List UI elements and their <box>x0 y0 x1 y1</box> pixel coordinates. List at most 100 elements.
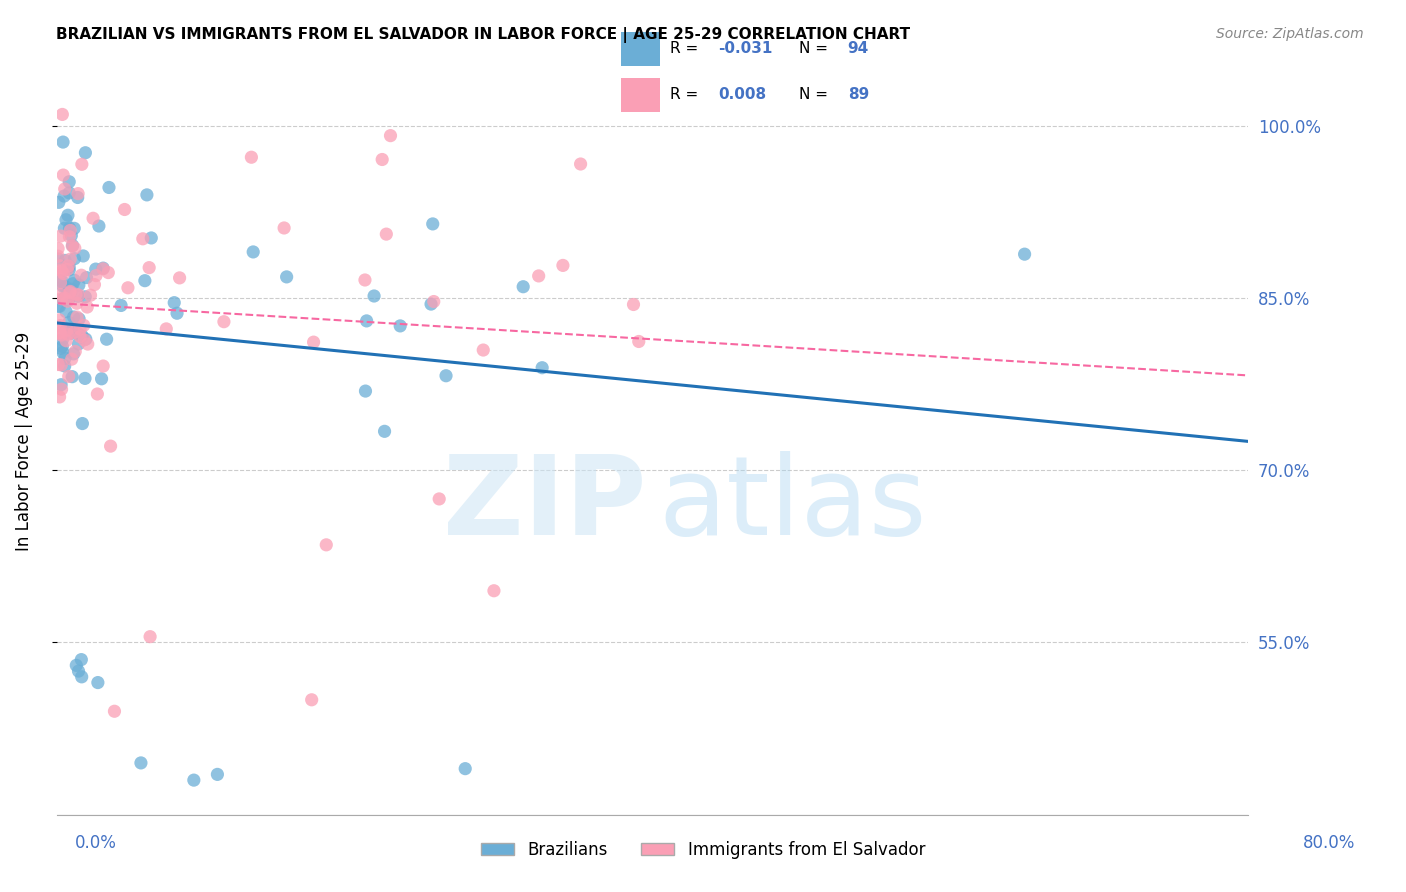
Point <box>166 306 188 320</box>
Point <box>56 208 79 222</box>
Point <box>58 221 80 235</box>
Point <box>63 221 86 235</box>
Point <box>84 268 107 283</box>
Point <box>422 217 444 231</box>
Point <box>53 351 76 366</box>
Point <box>380 128 402 143</box>
Point <box>1014 247 1036 261</box>
Point <box>134 274 156 288</box>
Point <box>60 326 83 341</box>
Point <box>98 180 121 194</box>
Text: 89: 89 <box>848 87 869 103</box>
Point <box>79 288 101 302</box>
Point <box>70 329 93 343</box>
Point <box>66 289 89 303</box>
Point <box>423 294 446 309</box>
Point <box>276 269 298 284</box>
Point <box>53 221 76 235</box>
Point <box>114 202 136 217</box>
Point <box>100 439 122 453</box>
Point <box>58 289 80 303</box>
Text: ZIP: ZIP <box>443 451 647 558</box>
Point <box>51 107 73 121</box>
Point <box>527 268 550 283</box>
Point <box>97 266 120 280</box>
Point <box>58 175 80 189</box>
Point <box>67 312 90 326</box>
Point <box>66 190 89 204</box>
Point <box>69 329 91 343</box>
Point <box>110 298 132 312</box>
Point <box>59 252 82 267</box>
Point <box>60 369 83 384</box>
Point <box>62 347 84 361</box>
Point <box>60 352 83 367</box>
Point <box>56 260 79 275</box>
Point <box>48 195 70 210</box>
Point <box>82 211 104 226</box>
Point <box>58 316 80 330</box>
Point <box>427 491 450 506</box>
Point <box>58 186 80 200</box>
Point <box>354 273 377 287</box>
Point <box>273 221 295 235</box>
Text: R =: R = <box>669 41 703 56</box>
Point <box>49 259 72 273</box>
Point <box>53 292 76 306</box>
Point <box>183 773 205 788</box>
Y-axis label: In Labor Force | Age 25-29: In Labor Force | Age 25-29 <box>15 332 32 551</box>
Point <box>72 417 94 431</box>
Point <box>46 252 69 266</box>
Text: 0.008: 0.008 <box>718 87 766 103</box>
Point <box>62 277 84 291</box>
Point <box>51 265 73 279</box>
Point <box>69 322 91 336</box>
Point <box>59 285 82 300</box>
Point <box>60 239 83 253</box>
Point <box>52 168 75 182</box>
Point <box>59 285 82 299</box>
Point <box>75 290 97 304</box>
Point <box>62 238 84 252</box>
Point <box>551 259 574 273</box>
Point <box>354 384 377 398</box>
Point <box>75 332 97 346</box>
Point <box>48 299 70 313</box>
Point <box>51 339 73 353</box>
Point <box>73 333 96 347</box>
Point <box>56 262 79 277</box>
Point <box>58 229 80 244</box>
Point <box>56 327 79 342</box>
Point <box>53 359 76 373</box>
Point <box>58 369 80 384</box>
Point <box>454 762 477 776</box>
Point <box>371 153 394 167</box>
Point <box>301 693 323 707</box>
Point <box>374 425 396 439</box>
Point <box>623 297 645 311</box>
Point <box>60 228 83 243</box>
Point <box>132 232 155 246</box>
Point <box>58 259 80 273</box>
Point <box>52 292 75 306</box>
Point <box>512 279 534 293</box>
Point <box>103 704 125 718</box>
Point <box>49 377 72 392</box>
Point <box>63 241 86 255</box>
Point <box>531 360 554 375</box>
Point <box>67 288 90 302</box>
Point <box>48 390 70 404</box>
Point <box>70 157 93 171</box>
Point <box>627 334 650 349</box>
Point <box>65 287 87 301</box>
Point <box>163 295 186 310</box>
Point <box>76 337 98 351</box>
Point <box>155 322 177 336</box>
Point <box>58 260 80 274</box>
Point <box>67 337 90 351</box>
Point <box>70 652 93 666</box>
Point <box>75 145 97 160</box>
Point <box>58 262 80 277</box>
Point <box>63 273 86 287</box>
Point <box>434 368 457 383</box>
